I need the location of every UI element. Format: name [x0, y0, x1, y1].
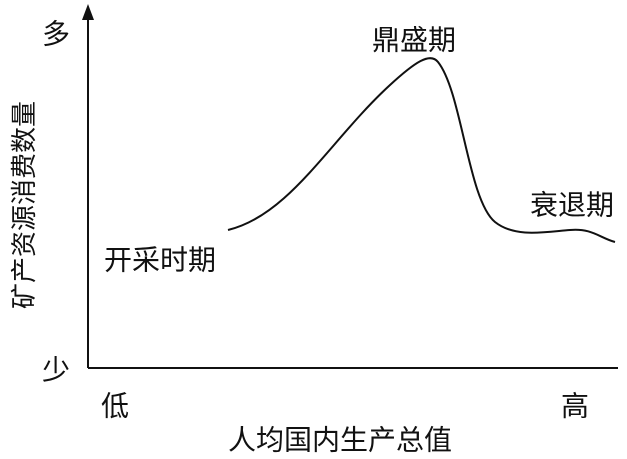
- stage-decline: 衰退期: [530, 189, 614, 222]
- curve: [227, 57, 616, 243]
- y-low-label: 少: [42, 354, 70, 387]
- stage-start: 开采时期: [104, 244, 216, 277]
- y-high-label: 多: [42, 18, 70, 51]
- x-high-label: 高: [561, 390, 589, 423]
- y-axis-label: 矿产资源消费数量: [10, 101, 40, 309]
- y-axis-arrow: [82, 4, 94, 20]
- x-low-label: 低: [101, 390, 129, 423]
- stage-peak: 鼎盛期: [372, 24, 456, 57]
- x-axis-label: 人均国内生产总值: [228, 424, 452, 457]
